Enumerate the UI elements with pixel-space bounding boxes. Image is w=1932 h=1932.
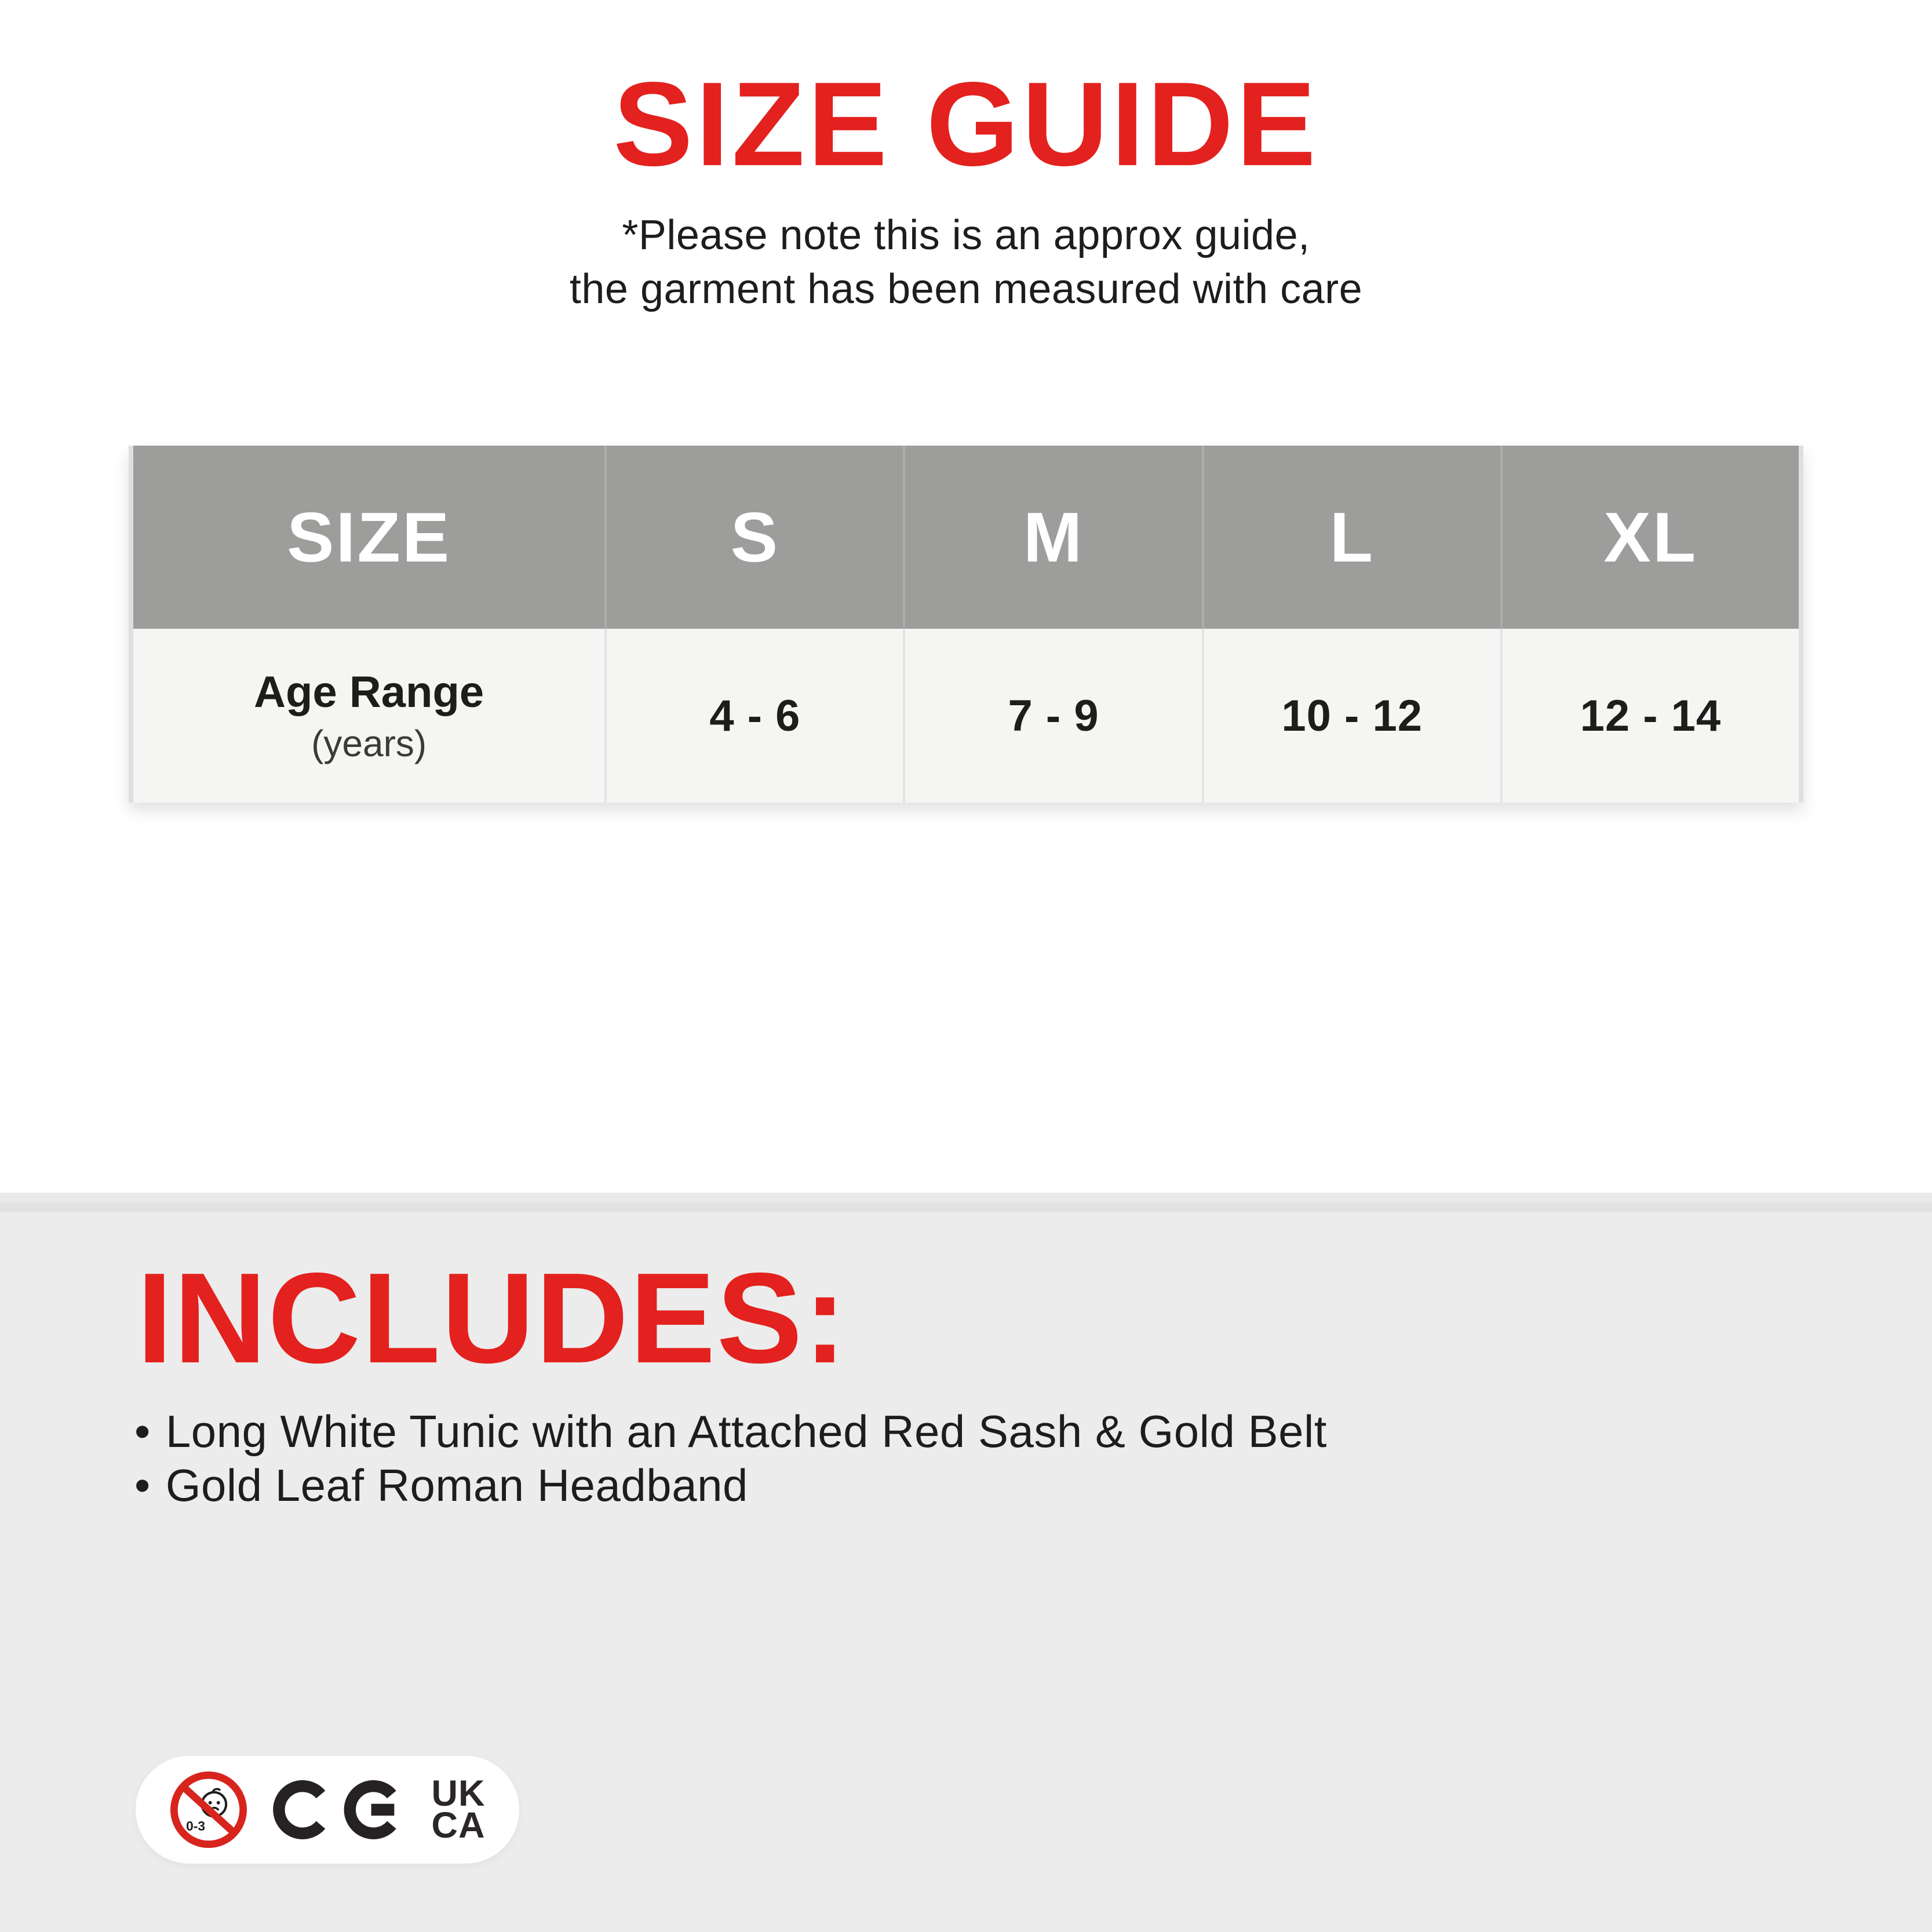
value-cell-xl: 12 - 14: [1500, 629, 1799, 803]
certification-pill: 0-3 UK CA: [136, 1756, 519, 1864]
includes-list: • Long White Tunic with an Attached Red …: [134, 1405, 1327, 1512]
ukca-line-uk: UK: [431, 1773, 486, 1814]
header-cell-xl: XL: [1500, 446, 1799, 629]
age-value-l: 10 - 12: [1281, 691, 1423, 741]
value-cell-m: 7 - 9: [903, 629, 1201, 803]
note-line-2: the garment has been measured with care: [569, 266, 1363, 312]
header-cell-m: M: [903, 446, 1201, 629]
list-item: • Gold Leaf Roman Headband: [134, 1459, 1327, 1512]
value-cell-s: 4 - 6: [604, 629, 903, 803]
header-cell-l: L: [1201, 446, 1500, 629]
ce-mark-icon: [272, 1780, 396, 1839]
list-item: • Long White Tunic with an Attached Red …: [134, 1405, 1327, 1459]
age-value-s: 4 - 6: [709, 691, 801, 741]
includes-item-text-2: Gold Leaf Roman Headband: [165, 1460, 748, 1511]
age-range-label: Age Range: [254, 667, 484, 717]
bullet-icon: •: [134, 1406, 151, 1457]
section-top-strip-dark: [0, 1203, 1932, 1212]
header-cell-size: SIZE: [287, 498, 451, 577]
age-value-xl: 12 - 14: [1580, 691, 1722, 741]
size-table: SIZE S M L XL Age Range (years) 4 - 6 7 …: [129, 446, 1803, 803]
years-sublabel: (years): [311, 722, 427, 764]
size-table-data-row: Age Range (years) 4 - 6 7 - 9 10 - 12 12…: [133, 629, 1799, 803]
header-cell-s: S: [604, 446, 903, 629]
includes-heading: INCLUDES:: [137, 1246, 848, 1390]
age-warning-0-3-icon: 0-3: [170, 1771, 247, 1848]
age-value-m: 7 - 9: [1008, 691, 1099, 741]
note-line-1: *Please note this is an approx guide,: [622, 212, 1310, 258]
value-cell-l: 10 - 12: [1201, 629, 1500, 803]
ukca-line-ca: CA: [431, 1805, 486, 1846]
ukca-mark-icon: UK CA: [431, 1773, 486, 1846]
size-table-header-row: SIZE S M L XL: [133, 446, 1799, 629]
section-top-strip-light: [0, 1193, 1932, 1203]
includes-item-text-1: Long White Tunic with an Attached Red Sa…: [165, 1406, 1327, 1457]
age-warning-label: 0-3: [186, 1818, 205, 1833]
note-text: *Please note this is an approx guide, th…: [0, 209, 1932, 316]
page-title: SIZE GUIDE: [613, 57, 1319, 191]
bullet-icon: •: [134, 1460, 151, 1511]
row-label-cell: Age Range (years): [133, 629, 604, 803]
